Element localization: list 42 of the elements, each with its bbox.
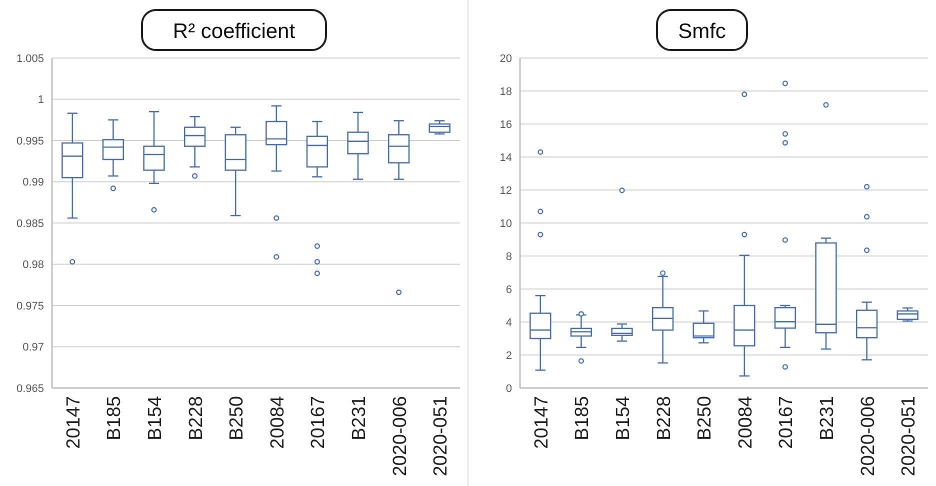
y-tick-label: 0.975 [16,300,44,312]
y-tick-label: 0.995 [16,135,44,148]
x-tick-label: B231 [817,396,838,440]
y-tick-label: 0.97 [22,342,44,354]
y-tick-label: 0.965 [16,382,44,395]
x-tick-label: B231 [349,396,370,440]
x-tick-label: B250 [694,396,716,440]
y-tick-label: 0.98 [22,259,44,272]
y-tick-label: 20 [500,52,512,65]
x-tick-label: B185 [104,396,126,440]
x-tick-label: B228 [654,396,675,440]
x-tick-label: 2020-006 [858,396,879,476]
x-tick-label: B154 [145,396,166,440]
y-tick-label: 16 [500,118,512,131]
y-tick-label: 0 [506,382,512,395]
x-tick-label: 20167 [308,396,330,449]
x-tick-label: 2020-051 [898,396,920,476]
y-tick-label: 14 [500,152,512,164]
y-tick-label: 12 [500,184,512,197]
chart-title: R² coefficient [172,20,296,43]
y-tick-label: 6 [506,284,512,296]
x-tick-label: B228 [186,396,207,440]
y-tick-label: 2 [506,350,512,362]
y-tick-label: 4 [506,316,512,329]
chart-title: Smfc [678,20,726,43]
x-tick-label: B250 [226,396,248,440]
y-tick-label: 1 [38,94,44,106]
y-tick-label: 0.985 [16,218,44,230]
x-tick-label: 20147 [531,396,552,449]
y-tick-label: 18 [500,86,512,98]
x-tick-label: B154 [613,396,634,440]
x-tick-label: 2020-006 [390,396,411,476]
y-tick-label: 0.99 [22,176,44,189]
x-tick-label: 20084 [735,396,756,449]
x-tick-label: 20084 [267,396,288,449]
y-tick-label: 10 [500,218,512,230]
x-tick-label: B185 [572,396,594,440]
y-tick-label: 1.005 [16,52,44,65]
x-tick-label: 20167 [776,396,798,449]
x-tick-label: 20147 [63,396,84,449]
x-tick-label: 2020-051 [430,396,452,476]
y-tick-label: 8 [506,250,512,263]
